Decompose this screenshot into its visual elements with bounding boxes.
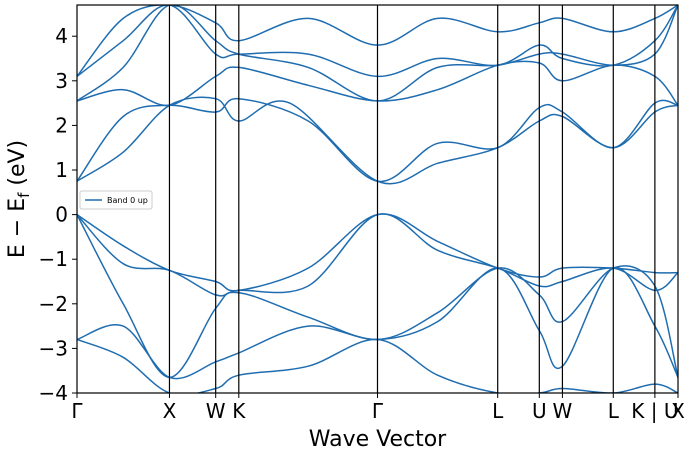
x-tick-label-3: K — [232, 399, 246, 423]
y-axis-label-unit: (eV) — [5, 140, 30, 193]
x-tick-label-1: X — [163, 399, 177, 423]
band-line-4 — [77, 5, 678, 78]
band-line-1 — [77, 97, 678, 182]
y-tick-label-2: −2 — [39, 292, 68, 316]
legend: Band 0 up — [79, 190, 153, 210]
band-line-9 — [77, 266, 678, 380]
y-axis-label-sub: f — [15, 192, 33, 198]
x-tick-label-0: Γ — [71, 399, 83, 423]
x-tick-label-8: L — [608, 399, 620, 423]
band-line-6 — [77, 213, 678, 292]
y-tick-label-7: 3 — [55, 69, 68, 93]
x-tick-label-2: W — [206, 399, 226, 423]
y-tick-label-1: −3 — [39, 336, 68, 360]
band-line-7 — [77, 213, 678, 297]
y-axis-label: E − Ef (eV) — [5, 140, 33, 258]
y-tick-label-6: 2 — [55, 113, 68, 137]
x-tick-label-4: Γ — [372, 399, 384, 423]
high-symmetry-lines — [168, 5, 656, 393]
y-tick-label-3: −1 — [39, 247, 68, 271]
x-axis-label: Wave Vector — [309, 427, 447, 452]
y-tick-label-8: 4 — [55, 24, 68, 48]
legend-label: Band 0 up — [107, 196, 148, 205]
x-tick-label-6: U — [532, 399, 547, 423]
x-tick-label-10: X — [671, 399, 685, 423]
y-tick-label-5: 1 — [55, 158, 68, 182]
x-tick-label-7: W — [553, 399, 573, 423]
y-axis-ticks: −4 −3 −2 −1 0 1 2 3 4 — [39, 24, 77, 405]
y-axis-label-main: E − E — [5, 198, 30, 258]
x-tick-label-5: L — [492, 399, 504, 423]
y-tick-label-4: 0 — [55, 203, 68, 227]
band-line-3 — [77, 5, 678, 102]
legend-box — [79, 190, 153, 210]
y-tick-label-0: −4 — [39, 381, 68, 405]
x-tick-label-9: K | U — [631, 399, 678, 423]
